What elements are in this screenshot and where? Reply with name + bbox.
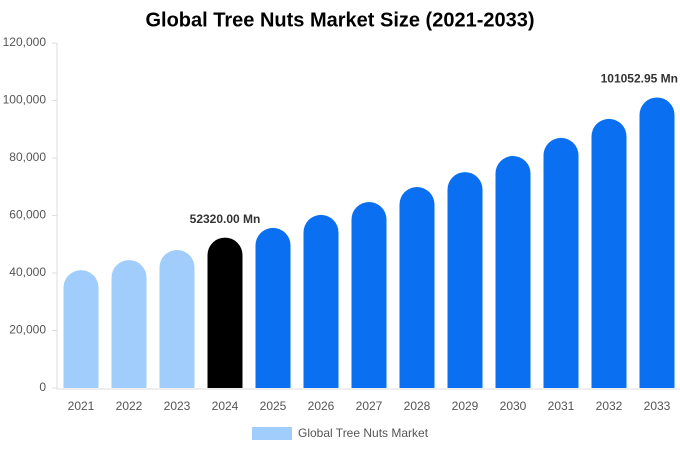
bar — [111, 260, 147, 388]
bar — [399, 187, 435, 388]
legend-label: Global Tree Nuts Market — [298, 426, 429, 440]
bar — [543, 137, 579, 388]
x-tick-label: 2032 — [596, 399, 623, 413]
bar — [495, 155, 531, 388]
x-tick-label: 2027 — [356, 399, 383, 413]
x-tick-label: 2021 — [68, 399, 95, 413]
bar — [159, 250, 195, 388]
x-tick-label: 2025 — [260, 399, 287, 413]
y-tick-label: 100,000 — [3, 93, 47, 107]
x-tick-label: 2033 — [644, 399, 671, 413]
legend-swatch — [252, 427, 292, 440]
bar — [447, 172, 483, 388]
y-tick-label: 20,000 — [9, 323, 46, 337]
y-tick-label: 80,000 — [9, 150, 46, 164]
y-tick-label: 40,000 — [9, 265, 46, 279]
y-tick-label: 0 — [39, 380, 46, 394]
bar — [255, 227, 291, 388]
chart-title: Global Tree Nuts Market Size (2021-2033) — [145, 9, 534, 31]
data-label: 52320.00 Mn — [190, 212, 261, 226]
x-tick-label: 2029 — [452, 399, 479, 413]
x-tick-label: 2030 — [500, 399, 527, 413]
x-tick-label: 2023 — [164, 399, 191, 413]
bar — [351, 201, 387, 388]
y-tick-label: 60,000 — [9, 208, 46, 222]
x-tick-label: 2022 — [116, 399, 143, 413]
x-tick-label: 2028 — [404, 399, 431, 413]
data-label: 101052.95 Mn — [601, 72, 678, 86]
x-tick-label: 2031 — [548, 399, 575, 413]
bar — [639, 97, 675, 388]
bar — [591, 118, 627, 388]
y-tick-label: 120,000 — [3, 35, 47, 49]
x-tick-label: 2026 — [308, 399, 335, 413]
x-tick-label: 2024 — [212, 399, 239, 413]
bar — [63, 270, 99, 388]
bar — [207, 237, 243, 388]
bar — [303, 214, 339, 388]
